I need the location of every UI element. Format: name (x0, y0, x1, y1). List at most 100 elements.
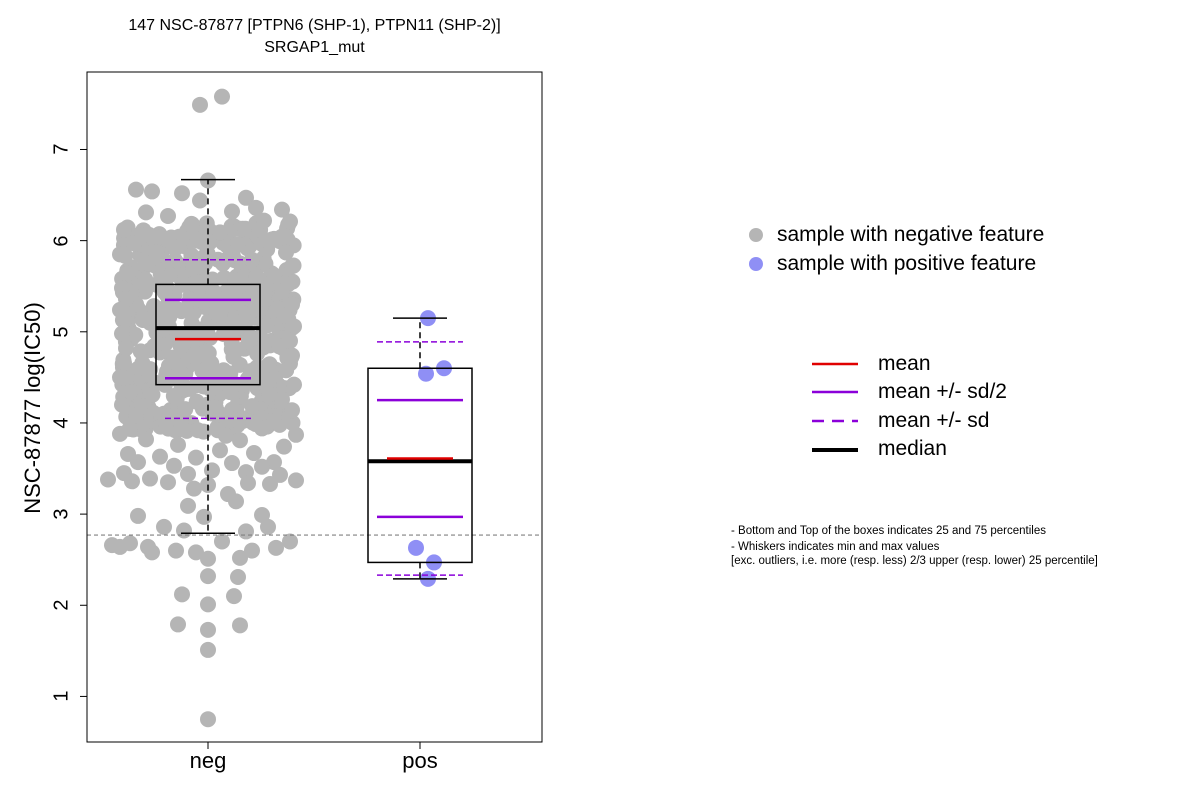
data-point (192, 192, 208, 209)
x-tick-label-neg: neg (189, 748, 227, 773)
y-axis-label: NSC-87877 log(IC50) (20, 302, 45, 514)
data-point (148, 304, 165, 321)
data-point (204, 462, 220, 479)
data-point (266, 454, 282, 471)
y-tick-label: 3 (50, 508, 73, 520)
data-point (162, 304, 179, 321)
data-point (230, 569, 246, 586)
data-point (174, 586, 190, 603)
chart-subtitle: SRGAP1_mut (264, 39, 365, 56)
data-point (274, 283, 290, 300)
data-point (116, 312, 132, 329)
data-point (168, 542, 184, 559)
data-point (130, 454, 146, 471)
data-point (126, 235, 142, 252)
data-point (257, 255, 274, 272)
data-point (249, 345, 266, 362)
data-point (226, 588, 242, 605)
data-point (244, 398, 261, 415)
data-point (190, 422, 206, 439)
data-point (128, 407, 144, 424)
data-point (180, 497, 196, 514)
data-point (160, 474, 176, 491)
data-point (144, 183, 160, 200)
data-point (232, 549, 248, 566)
note-line-1: - Bottom and Top of the boxes indicates … (731, 525, 1046, 537)
data-point (170, 616, 186, 633)
data-point (228, 493, 244, 510)
data-point (144, 544, 160, 561)
legend-negative-label: sample with negative feature (777, 223, 1045, 246)
data-point (170, 436, 186, 453)
data-point (130, 507, 146, 524)
data-point (142, 470, 158, 487)
data-point (230, 236, 246, 253)
legend-half-sd-label: mean +/- sd/2 (878, 380, 1007, 403)
data-point (286, 376, 302, 393)
data-point (284, 347, 300, 364)
data-point (288, 426, 304, 443)
data-point (278, 362, 294, 379)
data-point (248, 199, 264, 216)
data-point (207, 399, 224, 416)
y-tick-label: 7 (50, 143, 73, 156)
data-point (258, 317, 275, 334)
data-point (134, 311, 151, 328)
data-point (261, 386, 278, 403)
data-point (284, 296, 300, 313)
data-point (116, 354, 132, 371)
legend-positive-marker (749, 257, 763, 271)
data-point (266, 267, 282, 284)
box-layer (87, 178, 542, 580)
data-point (148, 244, 165, 261)
data-point (200, 568, 216, 585)
data-point (212, 442, 228, 459)
x-tick-label-pos: pos (402, 748, 438, 773)
data-point (189, 232, 206, 249)
data-point (212, 224, 228, 241)
data-point (276, 438, 292, 455)
data-point (188, 544, 204, 561)
data-point (156, 270, 172, 287)
data-point (122, 383, 138, 400)
data-point (146, 338, 163, 355)
data-point (158, 416, 174, 433)
data-point (266, 413, 282, 430)
data-point (260, 356, 277, 373)
data-point (282, 332, 298, 349)
data-point (200, 596, 216, 613)
data-point (224, 203, 240, 220)
y-tick-label: 4 (50, 417, 73, 429)
data-point (242, 363, 259, 380)
data-point (246, 445, 262, 462)
data-point (219, 250, 236, 267)
legend-median-label: median (878, 437, 947, 460)
box-pos (367, 367, 473, 564)
data-point (156, 518, 172, 535)
data-point (188, 393, 205, 410)
data-point (274, 201, 290, 218)
data-point (165, 387, 182, 404)
axis-layer (80, 148, 421, 749)
legend-negative-marker (749, 228, 763, 242)
data-point (284, 258, 300, 275)
data-point (282, 533, 298, 550)
data-point (278, 244, 294, 261)
data-point (223, 341, 240, 358)
data-point (214, 88, 230, 105)
data-point (188, 449, 204, 466)
data-point (112, 425, 128, 442)
data-point (232, 432, 248, 449)
data-point (120, 265, 136, 282)
data-point (186, 348, 203, 365)
data-point (180, 466, 196, 482)
data-point (248, 268, 265, 285)
data-point (124, 473, 140, 490)
legend-sd-label: mean +/- sd (878, 409, 990, 432)
y-tick-label: 2 (50, 599, 73, 611)
data-point (100, 471, 116, 488)
data-point (168, 239, 184, 256)
data-point (288, 472, 304, 489)
data-point (186, 480, 202, 497)
data-point (244, 251, 260, 268)
